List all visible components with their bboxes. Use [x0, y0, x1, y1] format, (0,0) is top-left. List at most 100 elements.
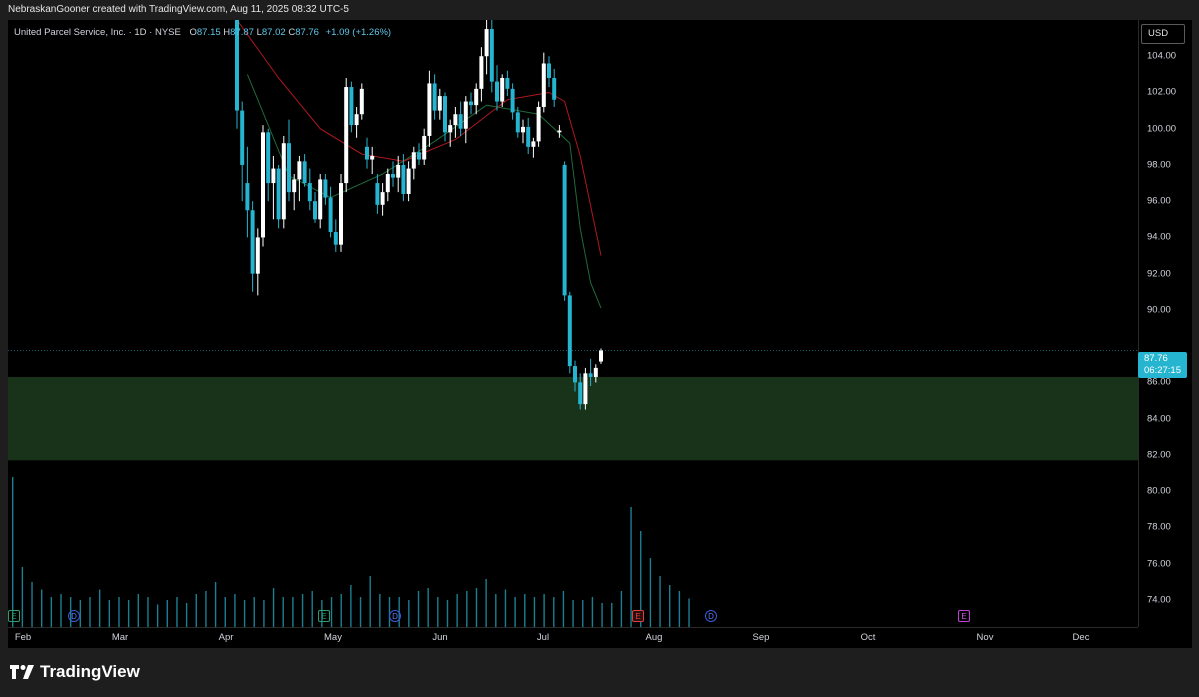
candle-body — [266, 132, 271, 184]
volume-bar — [330, 597, 333, 627]
candle-body — [521, 126, 525, 133]
time-tick-label: Oct — [860, 632, 876, 643]
volume-bar — [504, 589, 507, 627]
time-tick-label: Mar — [111, 632, 129, 643]
low-value: 87.02 — [261, 27, 286, 38]
earnings-event-icon[interactable]: E — [958, 610, 970, 622]
candle-body — [406, 168, 411, 194]
candle-body — [401, 164, 406, 194]
brand-name: TradingView — [40, 662, 140, 681]
time-tick-label: Dec — [1072, 632, 1090, 643]
earnings-event-icon[interactable]: E — [8, 610, 20, 622]
volume-bar — [98, 589, 101, 627]
candle-body — [427, 83, 432, 136]
volume-bar — [417, 591, 420, 627]
candle-body — [411, 152, 416, 169]
candle-body — [443, 96, 447, 133]
volume-bar — [108, 600, 111, 627]
candle-body — [417, 152, 421, 160]
candle-body — [515, 112, 520, 133]
volume-bar — [562, 591, 565, 627]
candle-body — [339, 183, 343, 245]
price-axis[interactable]: 104.00 102.00 100.00 98.00 96.00 94.00 92.00 90… — [1138, 20, 1193, 627]
volume-bar — [446, 600, 449, 627]
time-tick-label: Aug — [645, 632, 663, 643]
volume-bar — [137, 594, 140, 627]
volume-bar — [118, 597, 120, 627]
open-label: O — [189, 27, 197, 38]
close-label: C — [288, 27, 296, 38]
price-tick-label: 84.00 — [1147, 413, 1171, 425]
price-tick-label: 76.00 — [1147, 558, 1171, 570]
volume-bar — [495, 594, 497, 627]
candle-body — [510, 88, 515, 113]
candle-body — [536, 106, 541, 142]
volume-bar — [533, 597, 536, 627]
candle-body — [453, 114, 458, 126]
volume-bar — [166, 600, 168, 627]
earnings-event-icon[interactable]: E — [632, 610, 644, 622]
volume-bar — [50, 597, 53, 627]
support-zone — [8, 376, 1138, 461]
volume-bar — [630, 507, 632, 627]
candle-body — [583, 373, 588, 405]
currency-button[interactable]: USD — [1141, 24, 1185, 44]
candle-body — [255, 237, 260, 274]
price-tick-label: 86.00 — [1147, 376, 1171, 388]
dividend-event-icon[interactable]: D — [68, 610, 80, 622]
candle-body — [385, 174, 390, 193]
candle-body — [359, 88, 364, 115]
price-tick-label: 80.00 — [1147, 485, 1171, 497]
volume-bar — [582, 600, 584, 627]
price-chart-svg[interactable] — [8, 20, 1138, 627]
volume-bar — [40, 589, 43, 627]
volume-bar — [292, 597, 294, 627]
candle-body — [500, 77, 505, 102]
volume-bar — [234, 594, 236, 627]
bar-countdown: 06:27:15 — [1144, 365, 1181, 376]
volume-bar — [369, 576, 371, 627]
high-label: H — [223, 27, 231, 38]
footer: TradingView — [0, 648, 1199, 697]
dividend-event-icon[interactable]: D — [705, 610, 717, 622]
volume-bar — [379, 594, 381, 627]
chart-area[interactable]: United Parcel Service, Inc. · 1D · NYSE … — [8, 20, 1192, 648]
volume-bar — [156, 604, 159, 627]
candle-body — [245, 183, 250, 211]
volume-bar — [408, 600, 410, 627]
price-tick-label: 96.00 — [1147, 195, 1171, 207]
volume-bar — [591, 597, 594, 627]
candle-body — [287, 143, 291, 193]
volume-bar — [688, 598, 690, 627]
candle-body — [567, 295, 572, 367]
current-price-value: 87.76 — [1144, 353, 1168, 364]
volume-bar — [311, 591, 313, 627]
candle-body — [463, 101, 468, 129]
candle-body — [333, 231, 338, 245]
ma-slow-line — [236, 20, 602, 256]
time-tick-label: Sep — [752, 632, 770, 643]
volume-bar — [427, 588, 429, 627]
volume-bar — [321, 600, 323, 627]
earnings-event-icon[interactable]: E — [318, 610, 330, 622]
candle-body — [484, 29, 489, 57]
candle-body — [479, 56, 484, 89]
time-axis[interactable]: Feb Mar Apr May Jun Jul Aug Sep Oct Nov Dec — [8, 627, 1138, 649]
volume-bar — [640, 531, 642, 627]
volume-bar — [224, 597, 226, 627]
volume-bar — [127, 600, 130, 627]
price-tick-label: 78.00 — [1147, 521, 1171, 533]
volume-bar — [466, 591, 468, 627]
volume-bar — [243, 600, 246, 627]
candle-body — [391, 174, 395, 178]
volume-bar — [649, 558, 652, 627]
symbol-description[interactable]: United Parcel Service, Inc. · 1D · NYSE — [14, 27, 181, 38]
volume-bar — [678, 591, 681, 627]
time-tick-label: May — [324, 632, 342, 643]
candle-body — [313, 201, 317, 220]
candle-body — [547, 63, 551, 78]
candle-body — [541, 63, 546, 107]
dividend-event-icon[interactable]: D — [389, 610, 401, 622]
candle-body — [505, 77, 510, 89]
volume-bar — [611, 603, 613, 627]
